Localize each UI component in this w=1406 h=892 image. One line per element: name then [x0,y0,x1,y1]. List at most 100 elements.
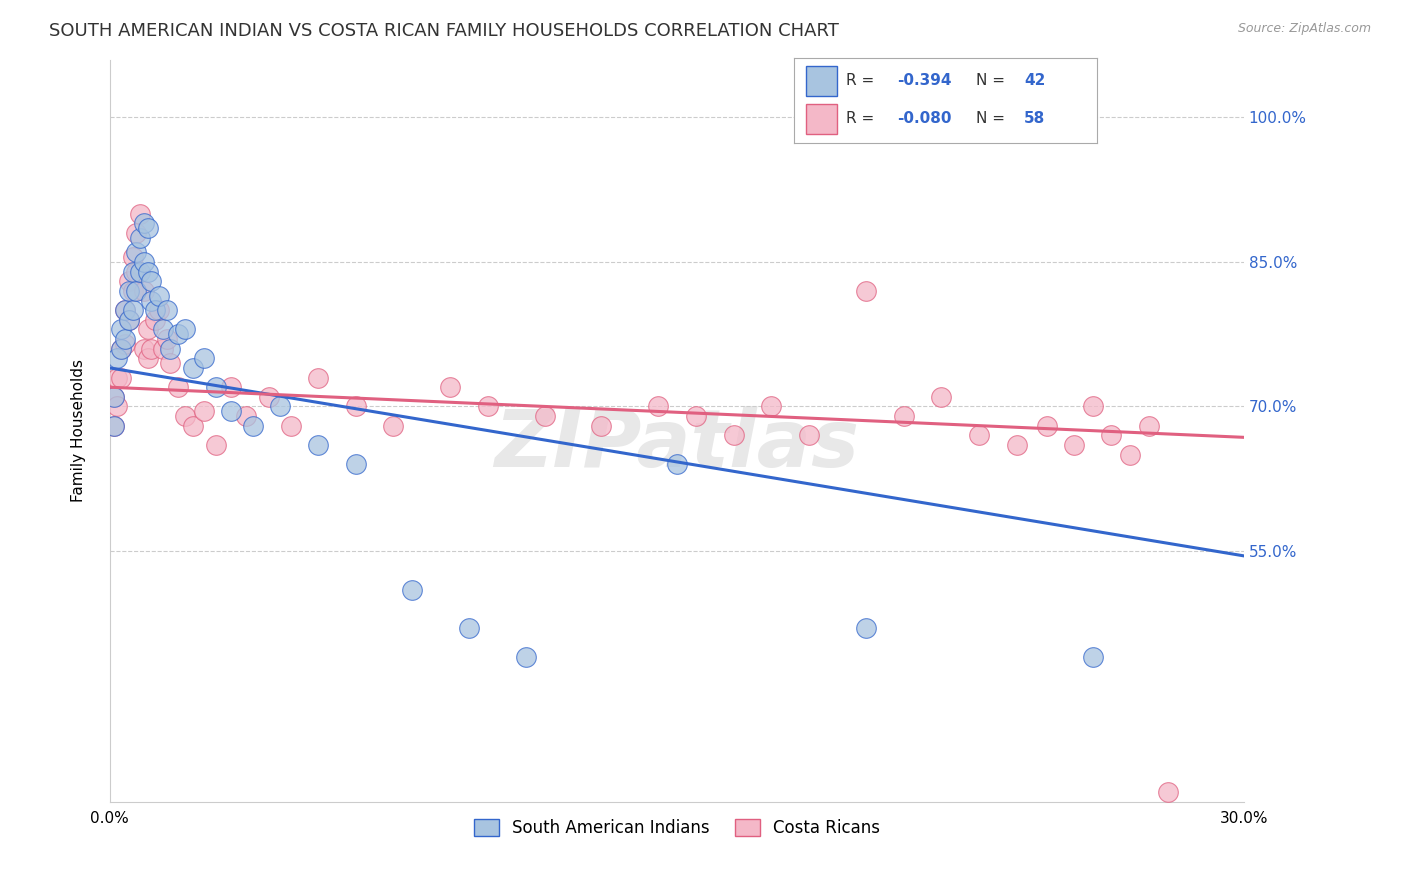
Point [797,428,820,442]
Point [235,409,257,424]
Point [855,621,877,635]
Point [136,221,159,235]
Point [477,400,499,414]
Point [159,342,181,356]
Bar [807,66,837,96]
Point [1157,785,1180,799]
Point [129,207,152,221]
Text: SOUTH AMERICAN INDIAN VS COSTA RICAN FAMILY HOUSEHOLDS CORRELATION CHART: SOUTH AMERICAN INDIAN VS COSTA RICAN FAM… [49,22,839,40]
Point [1101,428,1123,442]
Point [931,390,953,404]
Point [439,380,461,394]
Point [107,400,129,414]
Text: R =: R = [846,112,879,127]
Point [132,255,155,269]
Point [723,428,745,442]
Point [114,332,136,346]
Point [1081,650,1104,665]
Point [143,303,166,318]
Point [148,303,170,318]
Point [141,342,163,356]
Point [107,370,129,384]
Point [110,342,132,356]
Point [401,582,423,597]
Point [647,400,669,414]
Point [382,418,405,433]
Point [118,312,141,326]
Point [761,400,783,414]
Point [129,264,152,278]
Bar [807,103,837,134]
Point [141,274,163,288]
Point [1119,448,1142,462]
Text: 42: 42 [1024,73,1046,88]
Point [1081,400,1104,414]
Point [136,351,159,366]
Text: -0.080: -0.080 [897,112,952,127]
Point [257,390,280,404]
Point [174,322,197,336]
Point [344,458,367,472]
Point [204,438,226,452]
Point [107,351,129,366]
Point [1036,418,1059,433]
Point [893,409,915,424]
Point [121,250,143,264]
Point [110,370,132,384]
Point [132,342,155,356]
Point [219,380,242,394]
Point [193,404,215,418]
Point [141,293,163,308]
Point [118,284,141,298]
Point [458,621,481,635]
Point [132,216,155,230]
Point [155,303,177,318]
Point [855,284,877,298]
Point [591,418,613,433]
Point [121,303,143,318]
Point [110,322,132,336]
Text: R =: R = [846,73,879,88]
Point [193,351,215,366]
Point [125,226,148,240]
Point [307,438,329,452]
Point [118,274,141,288]
Point [114,303,136,318]
Point [103,390,125,404]
Point [121,284,143,298]
Point [121,264,143,278]
Point [148,288,170,302]
Point [307,370,329,384]
Text: N =: N = [976,73,1010,88]
Point [174,409,197,424]
Point [110,342,132,356]
Y-axis label: Family Households: Family Households [72,359,86,502]
Point [114,303,136,318]
Point [167,380,190,394]
Point [155,332,177,346]
Point [152,322,174,336]
Point [1005,438,1028,452]
Text: Source: ZipAtlas.com: Source: ZipAtlas.com [1237,22,1371,36]
Point [136,264,159,278]
Point [136,322,159,336]
Point [1137,418,1160,433]
Point [132,284,155,298]
Point [242,418,264,433]
Point [665,458,688,472]
Text: 58: 58 [1024,112,1046,127]
Point [515,650,537,665]
Point [533,409,555,424]
Point [967,428,990,442]
Point [181,418,204,433]
Legend: South American Indians, Costa Ricans: South American Indians, Costa Ricans [465,810,889,846]
Point [1063,438,1085,452]
Point [181,361,204,376]
Text: N =: N = [976,112,1010,127]
Point [204,380,226,394]
Point [118,312,141,326]
Point [125,284,148,298]
Point [125,245,148,260]
Point [103,390,125,404]
Point [344,400,367,414]
